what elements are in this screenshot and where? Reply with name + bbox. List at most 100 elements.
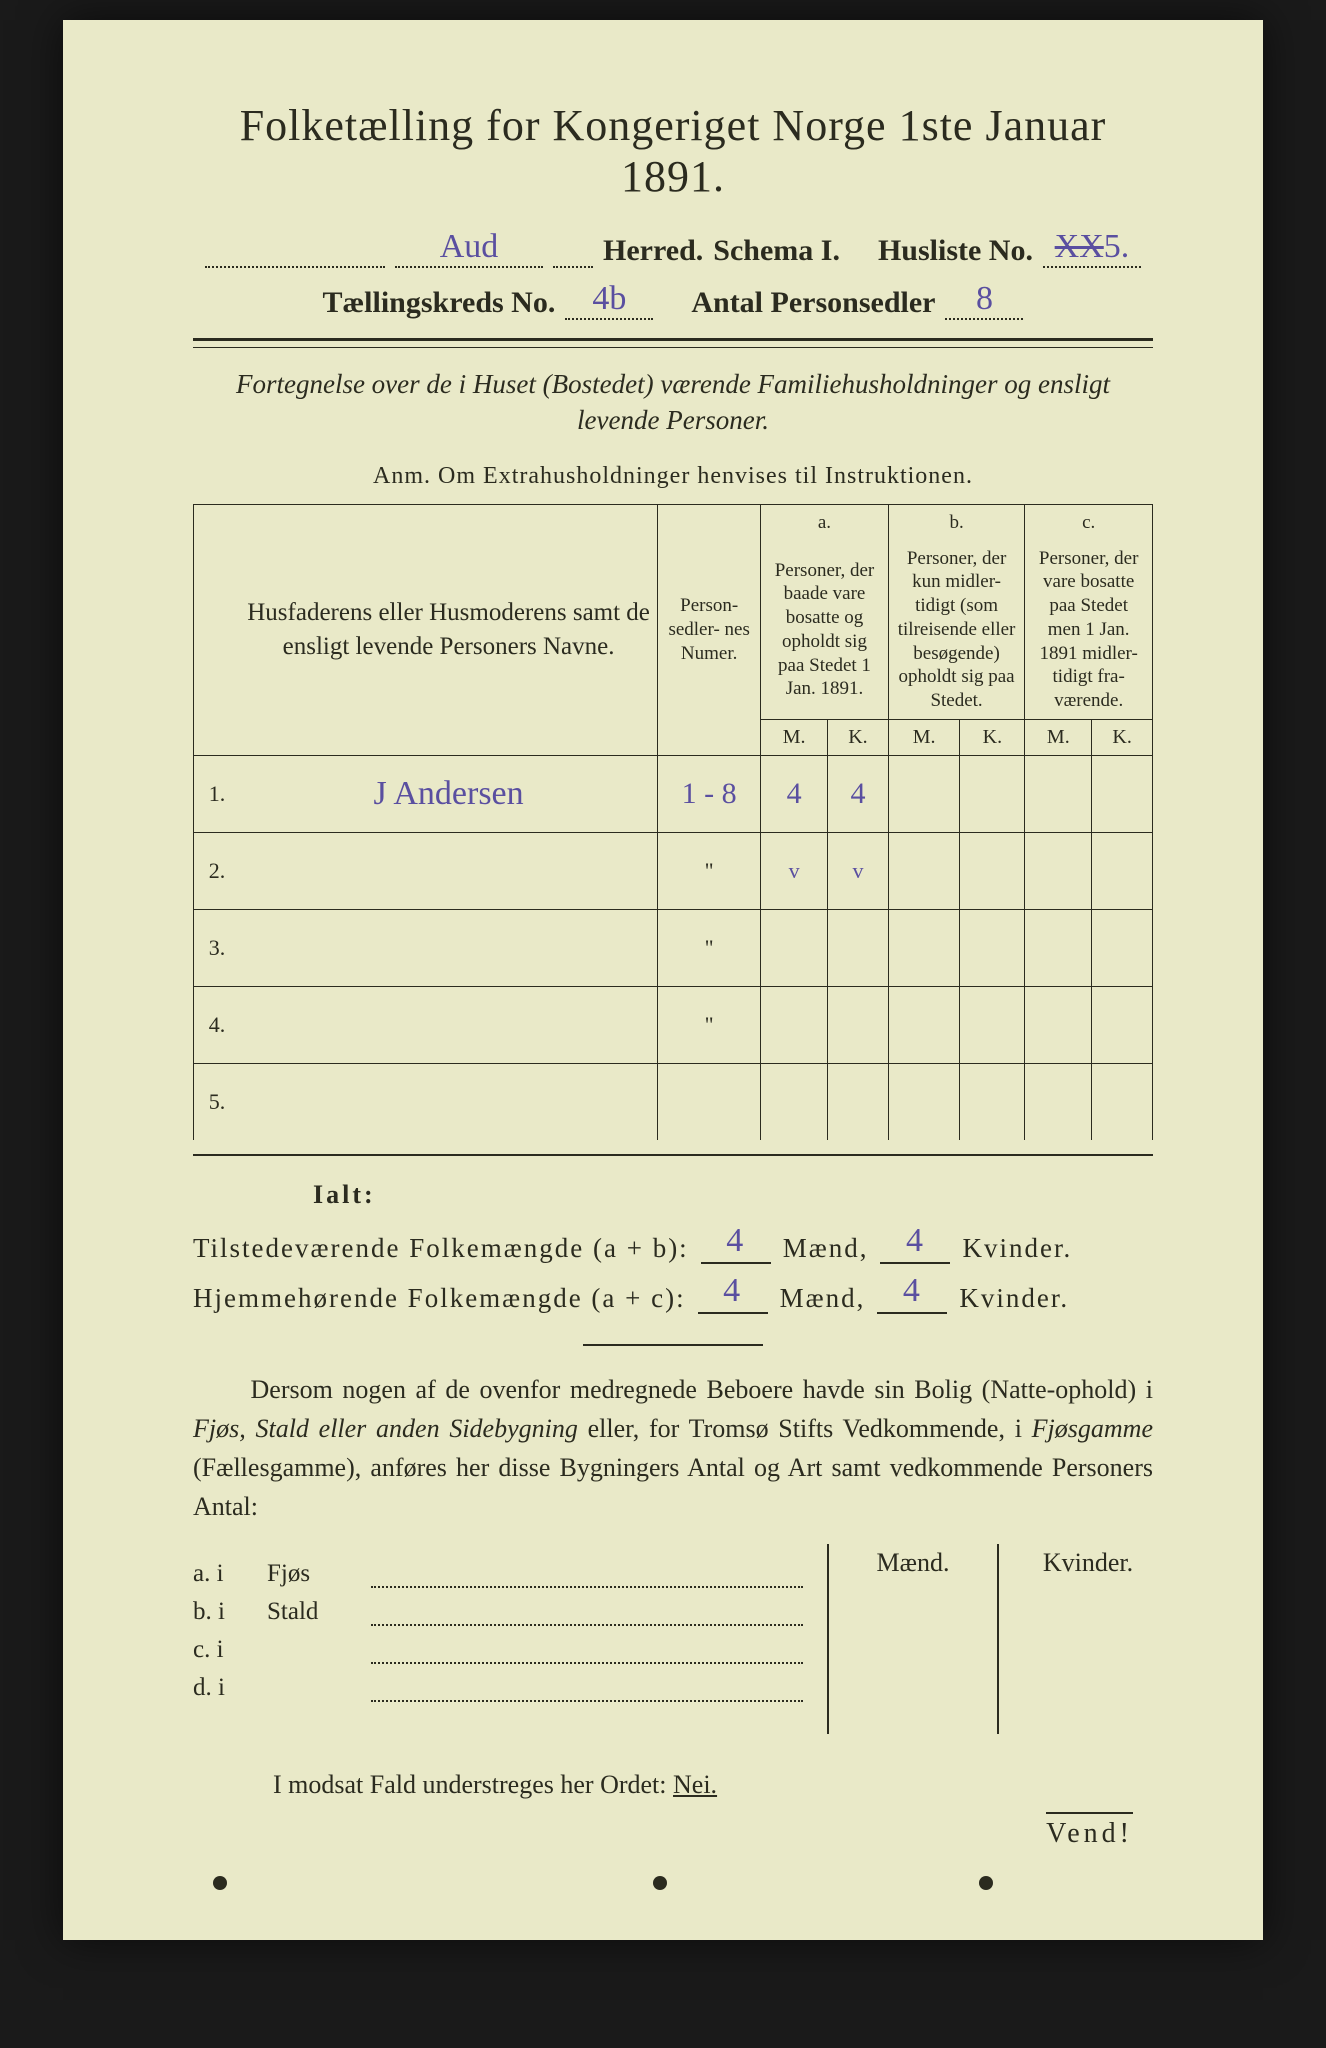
building-key: a. i [193, 1560, 253, 1588]
col-b-k: K. [960, 719, 1025, 755]
row-b-m [888, 909, 960, 986]
dotted-fill [371, 1599, 803, 1626]
buildings-kvinder-header: Kvinder. [1023, 1544, 1153, 1578]
col-b-header: Personer, der kun midler-tidigt (som til… [888, 541, 1025, 720]
kreds-label: Tællingskreds No. [323, 286, 556, 320]
row-c-k [1092, 1063, 1153, 1140]
col-c-k: K. [1092, 719, 1153, 755]
col-a-top: a. [761, 504, 889, 540]
dotted-fill [371, 1561, 803, 1588]
building-key: c. i [193, 1636, 253, 1664]
row-b-k [960, 986, 1025, 1063]
table-row: 5. [194, 1063, 1153, 1140]
building-key: d. i [193, 1674, 253, 1702]
row-b-m [888, 986, 960, 1063]
section-subtitle: Fortegnelse over de i Huset (Bostedet) v… [223, 366, 1123, 439]
building-label: Fjøs [267, 1560, 357, 1588]
col-c-top: c. [1025, 504, 1153, 540]
hjemme-kvinder-value: 4 [877, 1272, 947, 1314]
row-b-m [888, 1063, 960, 1140]
personsedler-value: 8 [945, 282, 1023, 320]
col-a-m: M. [761, 719, 828, 755]
row-c-m [1025, 909, 1092, 986]
row-b-m [888, 755, 960, 832]
row-b-k [960, 832, 1025, 909]
row-b-k [960, 1063, 1025, 1140]
col-name-header: Husfaderens eller Husmoderens samt de en… [240, 504, 658, 755]
row-name [240, 986, 658, 1063]
census-table: Husfaderens eller Husmoderens samt de en… [193, 504, 1153, 1140]
col-c-m: M. [1025, 719, 1092, 755]
building-row: d. i [193, 1674, 803, 1702]
pinhole-icon [213, 1876, 227, 1890]
herred-label: Herred. [603, 234, 703, 268]
row-c-k [1092, 986, 1153, 1063]
totals-line-1: Tilstedeværende Folkemængde (a + b): 4 M… [193, 1222, 1153, 1264]
hjemme-label: Hjemmehørende Folkemængde (a + c): [193, 1283, 686, 1314]
building-label: Stald [267, 1598, 357, 1626]
form-title: Folketælling for Kongeriget Norge 1ste J… [193, 100, 1153, 202]
personsedler-label: Antal Personsedler [691, 286, 935, 320]
row-a-k: 4 [828, 755, 889, 832]
building-row: c. i [193, 1636, 803, 1664]
pinhole-icon [653, 1876, 667, 1890]
row-c-k [1092, 909, 1153, 986]
maend-label: Mænd, [783, 1233, 869, 1264]
short-divider [583, 1344, 763, 1346]
dots [553, 266, 593, 268]
ialt-label: Ialt: [313, 1180, 1153, 1210]
census-form-sheet: Folketælling for Kongeriget Norge 1ste J… [63, 20, 1263, 1940]
row-number: 2. [194, 832, 241, 909]
col-b-top: b. [888, 504, 1025, 540]
kreds-value: 4b [565, 282, 653, 320]
buildings-section: a. i Fjøs b. i Stald c. i d. i [193, 1544, 1153, 1734]
totals-line-2: Hjemmehørende Folkemængde (a + c): 4 Mæn… [193, 1272, 1153, 1314]
table-row: 3. " [194, 909, 1153, 986]
table-row: 2. " v v [194, 832, 1153, 909]
row-a-m: v [761, 832, 828, 909]
kvinder-label: Kvinder. [962, 1233, 1072, 1264]
herred-value: Aud [395, 230, 543, 268]
nei-line: I modsat Fald understreges her Ordet: Ne… [273, 1770, 1153, 1800]
row-a-m [761, 986, 828, 1063]
tilstede-kvinder-value: 4 [880, 1222, 950, 1264]
kvinder-label: Kvinder. [959, 1283, 1069, 1314]
vend-label: Vend! [1046, 1812, 1133, 1850]
row-numer: " [658, 986, 761, 1063]
row-number: 3. [194, 909, 241, 986]
row-c-m [1025, 755, 1092, 832]
husliste-value: XX5. [1043, 230, 1141, 268]
col-a-k: K. [828, 719, 889, 755]
maend-label: Mænd, [780, 1283, 866, 1314]
husliste-label: Husliste No. [878, 234, 1033, 268]
anm-note: Anm. Om Extrahusholdninger henvises til … [193, 463, 1153, 490]
row-a-m [761, 909, 828, 986]
building-row: b. i Stald [193, 1598, 803, 1626]
row-number: 1. [194, 755, 241, 832]
col-c-header: Personer, der vare bosatte paa Stedet me… [1025, 541, 1153, 720]
buildings-list: a. i Fjøs b. i Stald c. i d. i [193, 1544, 803, 1712]
col-b-m: M. [888, 719, 960, 755]
row-numer: 1 - 8 [658, 755, 761, 832]
row-b-m [888, 832, 960, 909]
vertical-divider [827, 1544, 829, 1734]
tilstede-maend-value: 4 [701, 1222, 771, 1264]
buildings-maend-header: Mænd. [853, 1544, 973, 1578]
buildings-header [193, 1544, 803, 1550]
row-number: 5. [194, 1063, 241, 1140]
row-b-k [960, 755, 1025, 832]
row-name [240, 909, 658, 986]
row-name: J Andersen [240, 755, 658, 832]
col-rownum [194, 504, 241, 755]
page-background: Folketælling for Kongeriget Norge 1ste J… [0, 0, 1326, 2048]
row-b-k [960, 909, 1025, 986]
header-line-2: Tællingskreds No. 4b Antal Personsedler … [193, 282, 1153, 320]
row-numer: " [658, 909, 761, 986]
row-a-m: 4 [761, 755, 828, 832]
row-name [240, 832, 658, 909]
row-a-k: v [828, 832, 889, 909]
schema-label: Schema I. [713, 234, 840, 268]
pinhole-icon [979, 1876, 993, 1890]
row-c-m [1025, 1063, 1092, 1140]
table-row: 1. J Andersen 1 - 8 4 4 [194, 755, 1153, 832]
